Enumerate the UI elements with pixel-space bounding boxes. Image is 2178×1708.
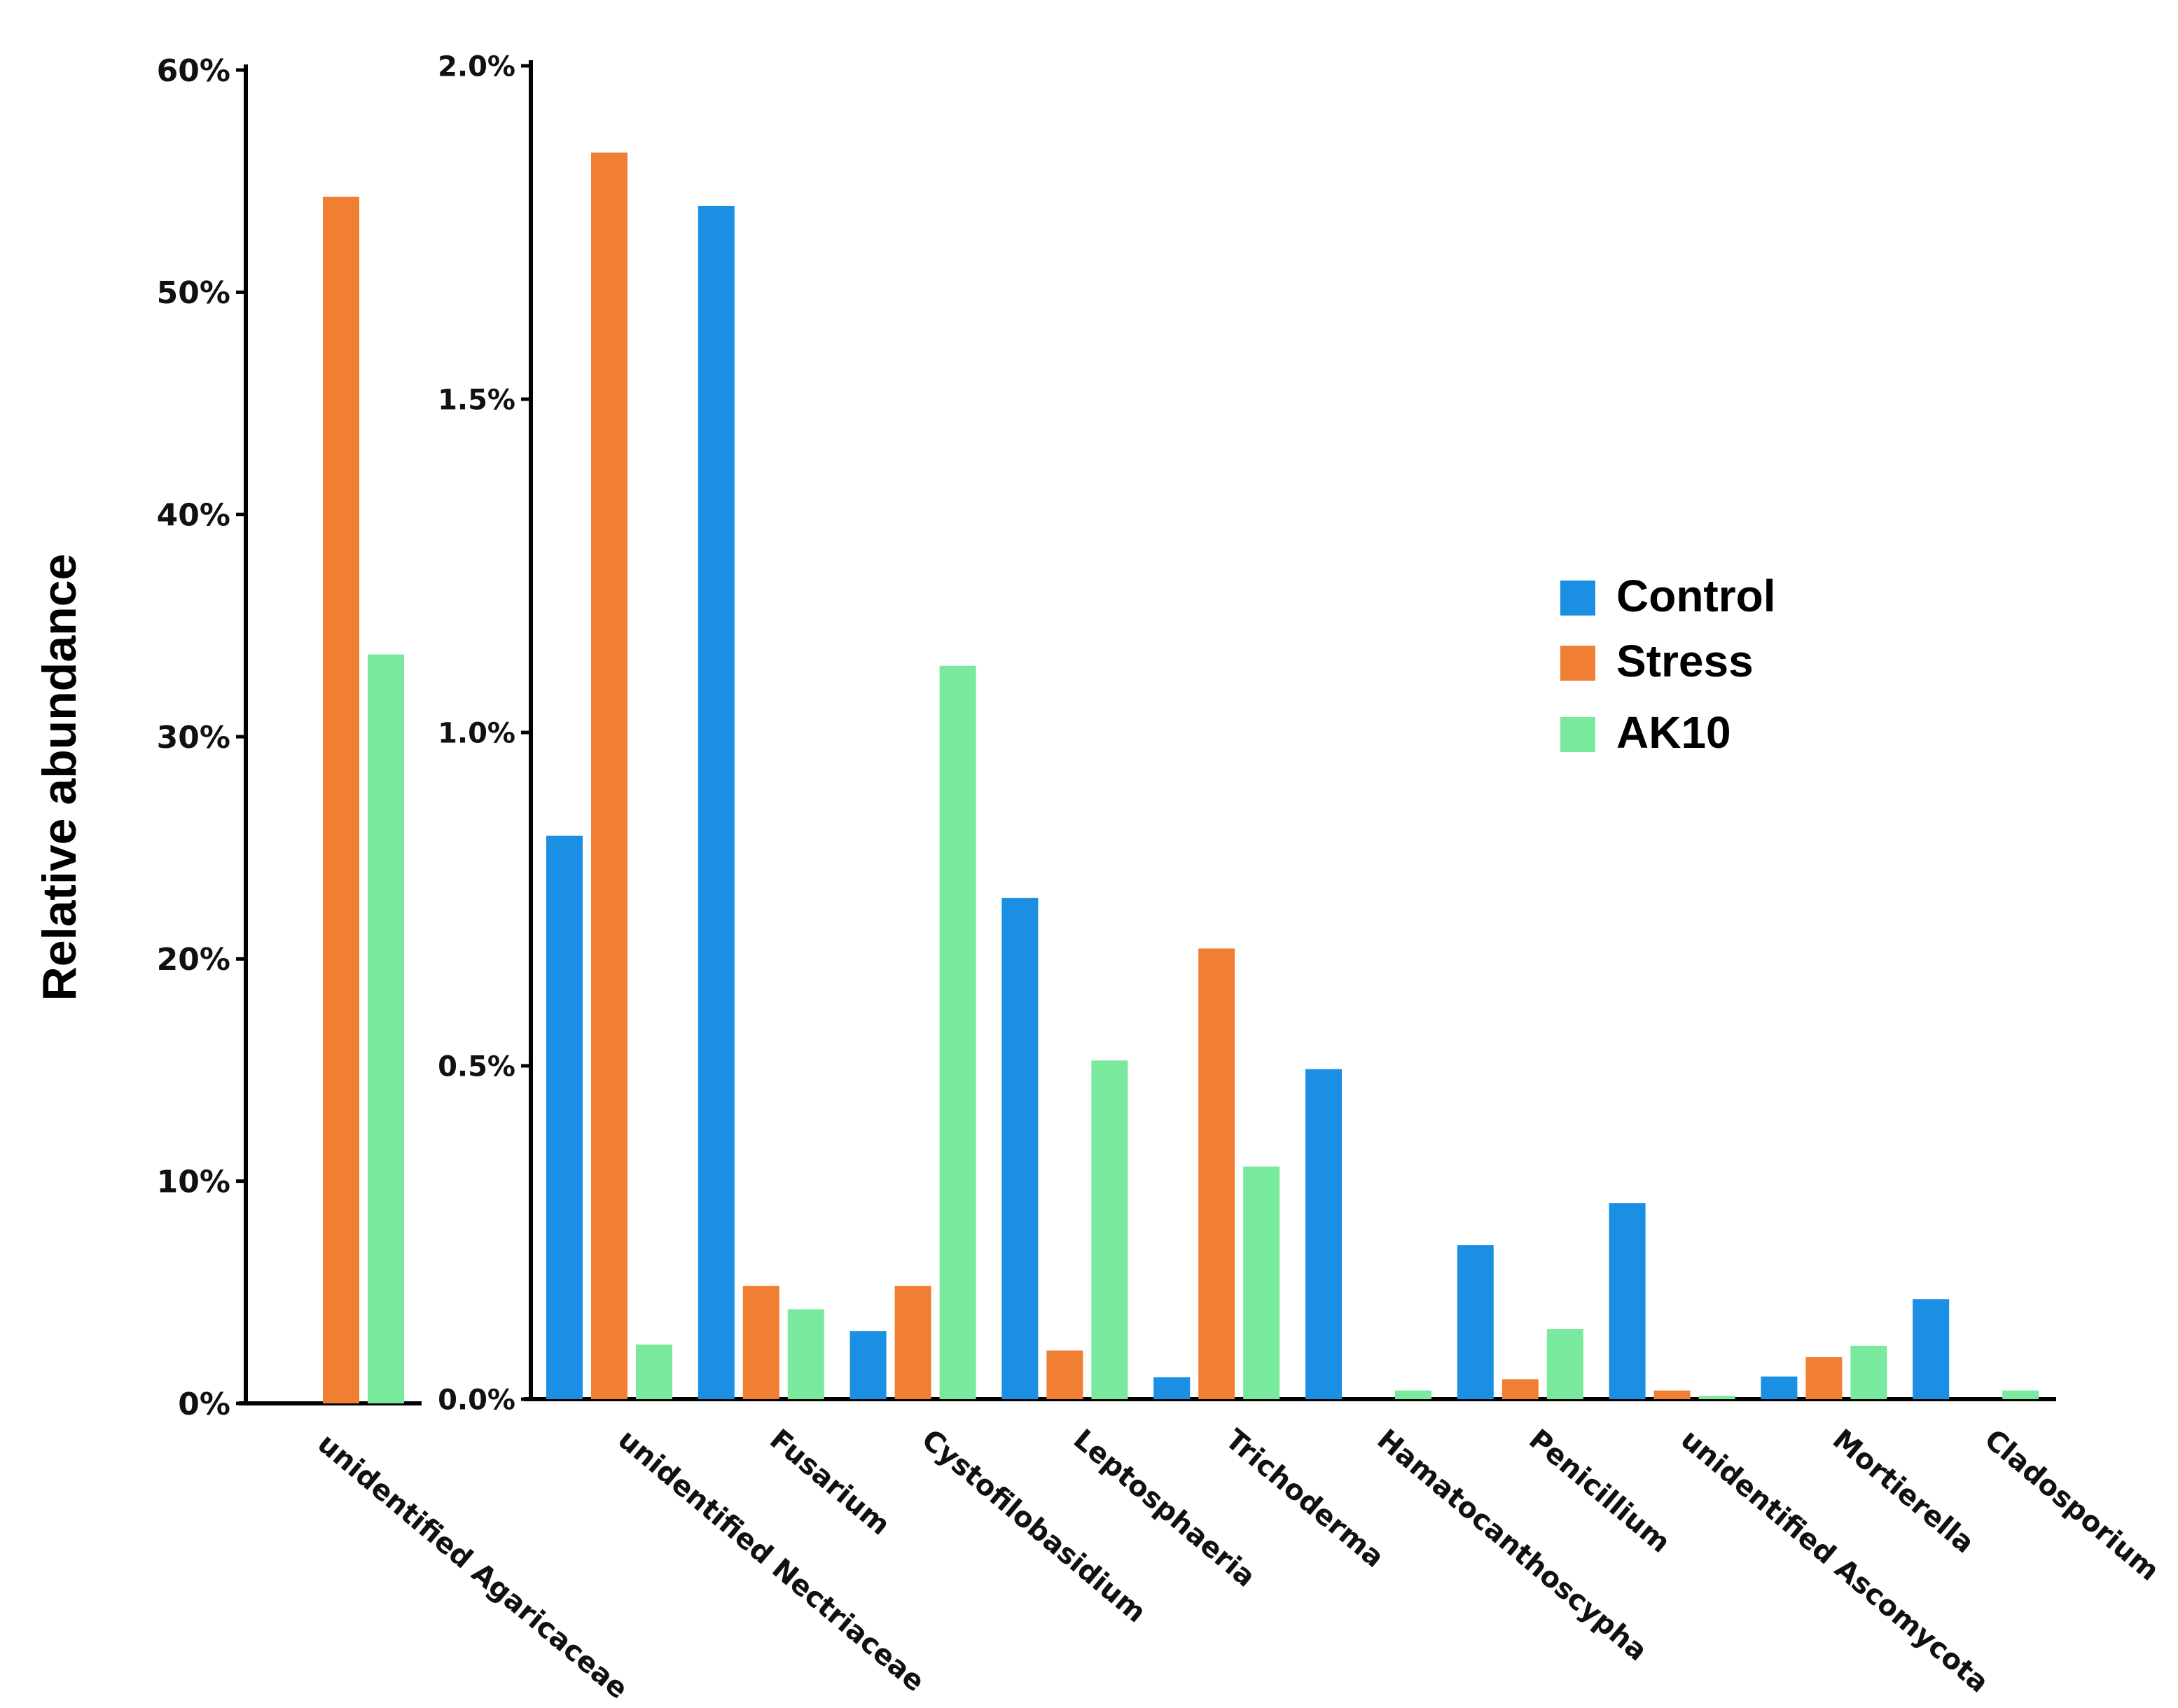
legend-label-control: Control bbox=[1616, 571, 1776, 621]
legend-label-ak10: AK10 bbox=[1616, 707, 1731, 758]
y-tick-label: 0.5% bbox=[438, 1050, 515, 1083]
right-panel: 0.0% 0.5% 1.0% 1.5% 2.0% unidentified Nectria… bbox=[438, 50, 2165, 1699]
bar-stress-leptosphaeria bbox=[1046, 1350, 1083, 1399]
bar-ak10-hamatocanthoscypha bbox=[1395, 1390, 1431, 1399]
y-axis-title: Relative abundance bbox=[33, 554, 86, 1001]
y-tick-label: 40% bbox=[157, 498, 230, 534]
bar-ak10-leptosphaeria bbox=[1091, 1060, 1128, 1399]
y-tick-label: 50% bbox=[157, 275, 230, 311]
legend-swatch-control bbox=[1560, 581, 1595, 616]
category-label-penicillium: Penicillium bbox=[1522, 1423, 1676, 1559]
y-tick-label: 1.0% bbox=[438, 717, 515, 749]
bar-control-cystofilobasidium bbox=[849, 1331, 887, 1399]
bar-ak10-penicillium bbox=[1546, 1329, 1583, 1399]
legend: Control Stress AK10 bbox=[1560, 571, 1776, 758]
legend-swatch-stress bbox=[1560, 646, 1595, 681]
bar-ak10-cystofilobasidium bbox=[939, 665, 976, 1399]
bar-control-leptosphaeria bbox=[1001, 898, 1039, 1399]
bar-control-trichoderma bbox=[1153, 1377, 1191, 1399]
bar-control-cladosporium bbox=[1913, 1299, 1950, 1399]
y-tick-label: 60% bbox=[157, 53, 230, 89]
bar-ak10-unidentified-ascomycota bbox=[1698, 1396, 1735, 1399]
bar-ak10-unidentified-nectriaceae bbox=[636, 1344, 672, 1399]
legend-swatch-ak10 bbox=[1560, 717, 1595, 752]
bar-control-penicillium bbox=[1457, 1245, 1494, 1399]
bar-stress-trichoderma bbox=[1198, 948, 1235, 1399]
bar-ak10-cladosporium bbox=[2002, 1390, 2039, 1399]
category-label-trichoderma: Trichoderma bbox=[1219, 1423, 1390, 1574]
y-tick-label: 0.0% bbox=[438, 1384, 515, 1416]
bar-stress-mortierella bbox=[1805, 1357, 1843, 1399]
bar-ak10-unidentified-agaricaceae bbox=[368, 654, 404, 1403]
bar-ak10-trichoderma bbox=[1243, 1166, 1280, 1399]
category-label-hamatocanthoscypha: Hamatocanthoscypha bbox=[1371, 1423, 1653, 1667]
y-tick-label: 10% bbox=[157, 1165, 230, 1200]
category-label-unidentified-ascomycota: unidentified Ascomycota bbox=[1674, 1423, 1995, 1699]
bar-stress-cystofilobasidium bbox=[894, 1286, 931, 1399]
bar-control-unidentified-nectriaceae bbox=[546, 835, 583, 1399]
bar-stress-unidentified-agaricaceae bbox=[323, 196, 359, 1403]
bar-ak10-fusarium bbox=[787, 1309, 824, 1399]
bar-ak10-mortierella bbox=[1850, 1345, 1887, 1399]
y-tick-label: 1.5% bbox=[438, 384, 515, 416]
legend-label-stress: Stress bbox=[1616, 636, 1754, 686]
y-tick-label: 30% bbox=[157, 720, 230, 756]
bar-stress-fusarium bbox=[742, 1286, 779, 1399]
bar-stress-penicillium bbox=[1501, 1379, 1539, 1399]
category-label-unidentified-agaricaceae: unidentified Agaricaceae bbox=[312, 1427, 634, 1705]
category-label-mortierella: Mortierella bbox=[1826, 1423, 1981, 1560]
bar-control-mortierella bbox=[1761, 1376, 1798, 1399]
y-tick-label: 0% bbox=[178, 1387, 230, 1422]
category-label-unidentified-nectriaceae: unidentified Nectriaceae bbox=[612, 1423, 931, 1698]
y-tick-label: 20% bbox=[157, 942, 230, 978]
bar-control-fusarium bbox=[698, 205, 735, 1399]
category-label-cladosporium: Cladosporium bbox=[1978, 1423, 2165, 1587]
bar-control-hamatocanthoscypha bbox=[1305, 1069, 1342, 1399]
category-label-fusarium: Fusarium bbox=[763, 1423, 896, 1541]
bar-stress-unidentified-ascomycota bbox=[1653, 1390, 1691, 1399]
bar-control-unidentified-ascomycota bbox=[1609, 1203, 1646, 1399]
bar-stress-unidentified-nectriaceae bbox=[591, 152, 627, 1399]
y-tick-label: 2.0% bbox=[438, 50, 515, 83]
